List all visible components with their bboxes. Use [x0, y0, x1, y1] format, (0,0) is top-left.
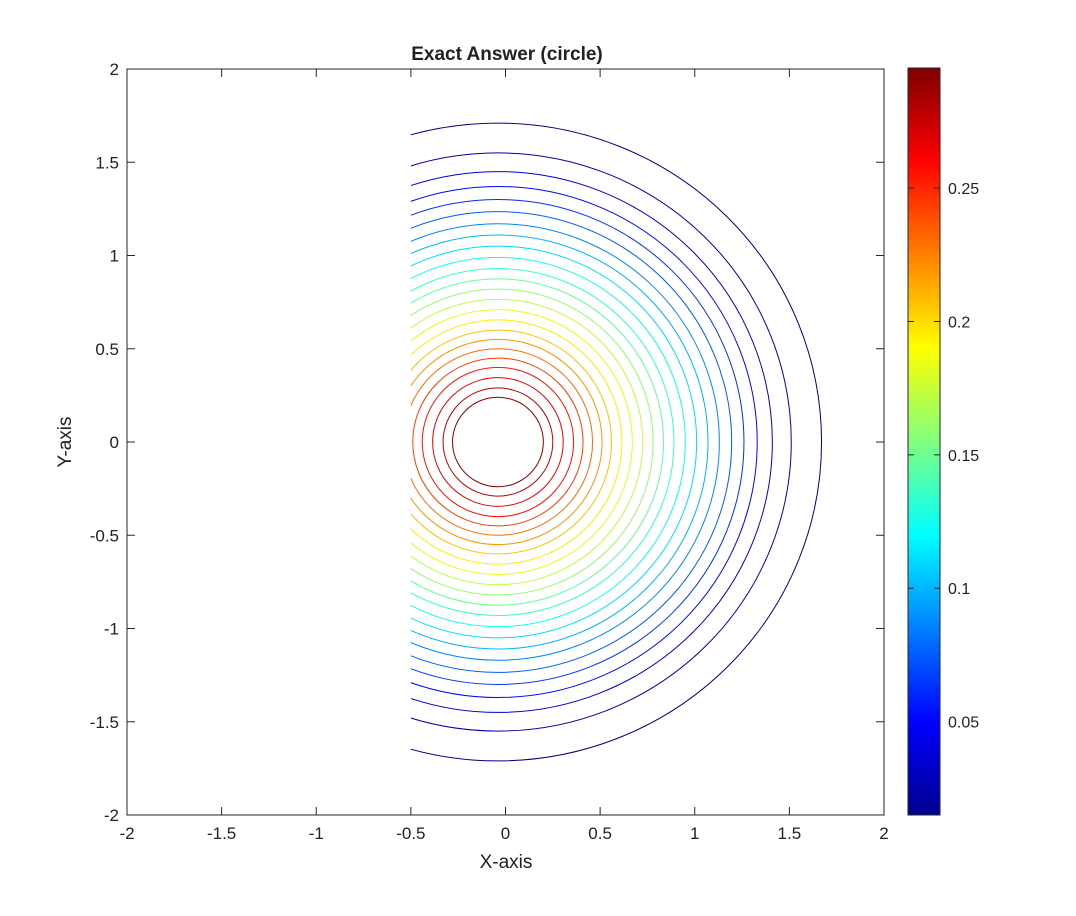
contour-level-9 — [410, 256, 686, 628]
y-tick-label: -1 — [104, 620, 119, 639]
contour-level-10 — [410, 268, 675, 616]
y-tick-label: 2 — [110, 60, 119, 79]
x-tick-label: -1 — [309, 824, 324, 843]
contour-level-13 — [410, 298, 644, 586]
contour-level-11 — [410, 278, 664, 606]
y-tick-label: 1 — [110, 247, 119, 266]
contour-level-0 — [410, 122, 822, 762]
contour-level-16 — [410, 329, 612, 555]
contour-level-2 — [410, 171, 773, 713]
x-tick-labels: -2 -1.5 -1 -0.5 0 0.5 1 1.5 2 — [119, 824, 888, 843]
contour-level-6 — [410, 223, 720, 661]
contour-level-18 — [410, 348, 594, 536]
y-tick-label: -1.5 — [90, 713, 119, 732]
contour-level-20 — [421, 366, 575, 518]
contour-level-8 — [410, 245, 698, 639]
x-axis-label: X-axis — [480, 852, 533, 873]
axis-ticks — [126, 68, 885, 816]
x-tick-label: 2 — [879, 824, 888, 843]
x-tick-label: -0.5 — [396, 824, 425, 843]
contour-level-3 — [410, 186, 758, 698]
contour-level-15 — [410, 319, 623, 565]
colorbar-ticks: 0.05 0.1 0.15 0.2 0.25 — [908, 181, 979, 732]
colorbar — [907, 67, 941, 816]
chart-title: Exact Answer (circle) — [411, 44, 603, 65]
colorbar-tick-label: 0.2 — [948, 314, 970, 331]
colorbar-tick-label: 0.05 — [948, 715, 979, 732]
plot-area — [126, 68, 885, 816]
contour-level-23 — [452, 396, 544, 488]
y-tick-label: -0.5 — [90, 526, 119, 545]
y-axis-label: Y-axis — [55, 416, 76, 467]
x-tick-label: -1.5 — [207, 824, 236, 843]
y-tick-label: -2 — [104, 806, 119, 825]
x-tick-label: 0 — [501, 824, 510, 843]
contour-level-7 — [410, 234, 709, 650]
contour-level-22 — [442, 387, 554, 497]
contour-lines — [410, 122, 822, 762]
contour-level-12 — [410, 288, 654, 596]
contour-level-1 — [410, 152, 792, 732]
contour-level-19 — [412, 357, 584, 527]
colorbar-tick-label: 0.15 — [948, 448, 979, 465]
contour-level-5 — [410, 211, 733, 673]
colorbar-tick-label: 0.1 — [948, 581, 970, 598]
y-tick-labels: -2 -1.5 -1 -0.5 0 0.5 1 1.5 2 — [90, 60, 119, 825]
x-tick-label: 0.5 — [588, 824, 612, 843]
colorbar-tick-label: 0.25 — [948, 181, 979, 198]
y-tick-label: 0 — [110, 433, 119, 452]
contour-level-14 — [410, 309, 633, 575]
contour-level-17 — [410, 338, 603, 546]
y-tick-label: 1.5 — [95, 153, 119, 172]
x-tick-label: 1 — [690, 824, 699, 843]
contour-level-4 — [410, 199, 745, 685]
y-tick-label: 0.5 — [95, 340, 119, 359]
contour-level-21 — [432, 377, 564, 507]
x-tick-label: 1.5 — [778, 824, 802, 843]
x-tick-label: -2 — [119, 824, 134, 843]
